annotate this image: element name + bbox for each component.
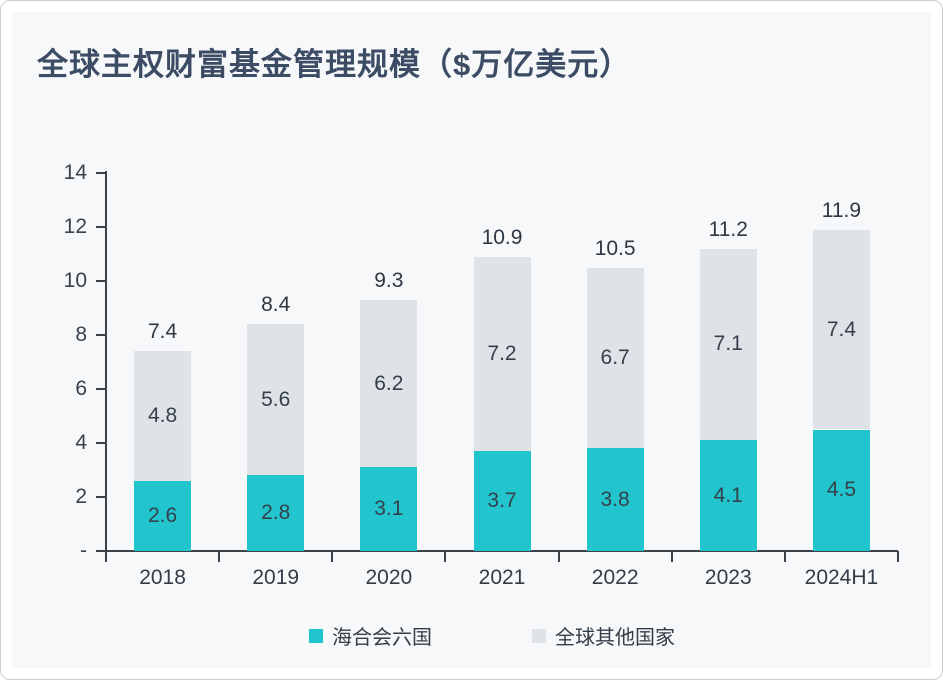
- bar-value-others: 4.8: [147, 404, 178, 427]
- bar-value-others: 6.7: [600, 345, 630, 369]
- x-axis-tick-label: 2021: [478, 566, 526, 589]
- bar-segment-gcc: [360, 467, 418, 551]
- bar-total-label: 11.2: [708, 217, 748, 241]
- bar-value-gcc: 2.6: [147, 503, 178, 527]
- bar-total-label: 10.5: [594, 236, 636, 260]
- x-axis-tick-label: 2024H1: [804, 566, 879, 589]
- bar-value-gcc: 2.8: [261, 501, 291, 525]
- legend-item-gcc: 海合会六国: [309, 621, 432, 650]
- legend-swatch-teal: [309, 628, 323, 643]
- bar-segment-gcc: [586, 448, 644, 551]
- x-axis-tick: [670, 551, 673, 562]
- x-axis-tick-label: 2018: [139, 566, 186, 589]
- y-axis-tick-label: 14: [63, 161, 87, 184]
- y-axis-tick: [96, 280, 106, 282]
- bar-value-gcc: 4.5: [826, 478, 857, 502]
- y-axis-line: [105, 171, 107, 553]
- legend-label-others: 全球其他国家: [555, 627, 675, 649]
- y-axis-tick: [96, 442, 106, 444]
- bar-segment-others: [812, 229, 870, 430]
- y-axis-tick: [96, 550, 106, 552]
- bar-segment-others: [134, 351, 192, 481]
- bar-total-label: 11.9: [821, 198, 862, 222]
- bar-value-gcc: 3.7: [487, 489, 517, 513]
- x-axis-tick: [444, 551, 447, 562]
- bar-segment-gcc: [134, 480, 192, 551]
- y-axis-tick: [96, 496, 106, 498]
- y-axis-tick-label: -: [80, 539, 87, 562]
- bar-segment-others: [699, 248, 757, 441]
- bar-value-others: 7.1: [713, 332, 743, 356]
- bar-segment-gcc: [812, 429, 870, 551]
- y-axis-tick-label: 10: [63, 269, 87, 292]
- x-axis-line: [96, 550, 898, 552]
- bar-segment-others: [360, 299, 418, 468]
- bar-segment-gcc: [473, 451, 531, 551]
- x-axis-tick-label: 2019: [252, 566, 300, 589]
- legend-label-gcc: 海合会六国: [332, 627, 432, 649]
- y-axis-tick-label: 8: [75, 323, 87, 346]
- y-axis-tick: [96, 172, 106, 174]
- chart-panel-background: [12, 12, 931, 668]
- bar-segment-others: [247, 324, 305, 476]
- legend-swatch-gray: [532, 628, 546, 643]
- bar-value-others: 7.2: [487, 341, 517, 365]
- x-axis-tick: [218, 551, 221, 562]
- bar-total-label: 8.4: [261, 293, 291, 317]
- chart-legend: 海合会六国 全球其他国家: [309, 621, 675, 650]
- chart-title: 全球主权财富基金管理规模（$万亿美元）: [37, 47, 632, 82]
- y-axis-tick-label: 12: [63, 215, 87, 238]
- bar-total-label: 9.3: [374, 268, 404, 292]
- y-axis-tick-label: 2: [75, 485, 87, 508]
- x-axis-tick: [557, 551, 560, 562]
- bar-value-gcc: 4.1: [713, 483, 743, 507]
- x-axis-tick: [783, 551, 786, 562]
- bar-value-others: 6.2: [374, 371, 404, 395]
- bar-segment-gcc: [699, 440, 757, 551]
- bar-value-others: 5.6: [261, 387, 291, 411]
- y-axis-tick: [96, 388, 106, 390]
- y-axis-tick: [96, 334, 106, 336]
- x-axis-tick: [105, 551, 107, 562]
- bar-total-label: 7.4: [147, 320, 178, 344]
- y-axis-tick: [96, 226, 106, 228]
- bar-value-gcc: 3.1: [374, 497, 404, 521]
- x-axis-tick: [897, 551, 899, 562]
- bar-value-others: 7.4: [826, 317, 857, 341]
- bar-value-gcc: 3.8: [600, 487, 630, 511]
- x-axis-tick-label: 2022: [591, 566, 639, 589]
- x-axis-tick: [331, 551, 334, 562]
- bar-segment-others: [473, 256, 531, 452]
- y-axis-tick-label: 4: [75, 431, 87, 454]
- x-axis-tick-label: 2020: [365, 566, 413, 589]
- bar-total-label: 10.9: [481, 225, 523, 249]
- x-axis-tick-label: 2023: [704, 566, 752, 589]
- bar-segment-others: [586, 267, 644, 449]
- y-axis-tick-label: 6: [75, 377, 87, 400]
- legend-item-others: 全球其他国家: [532, 621, 675, 650]
- bar-segment-gcc: [247, 475, 305, 551]
